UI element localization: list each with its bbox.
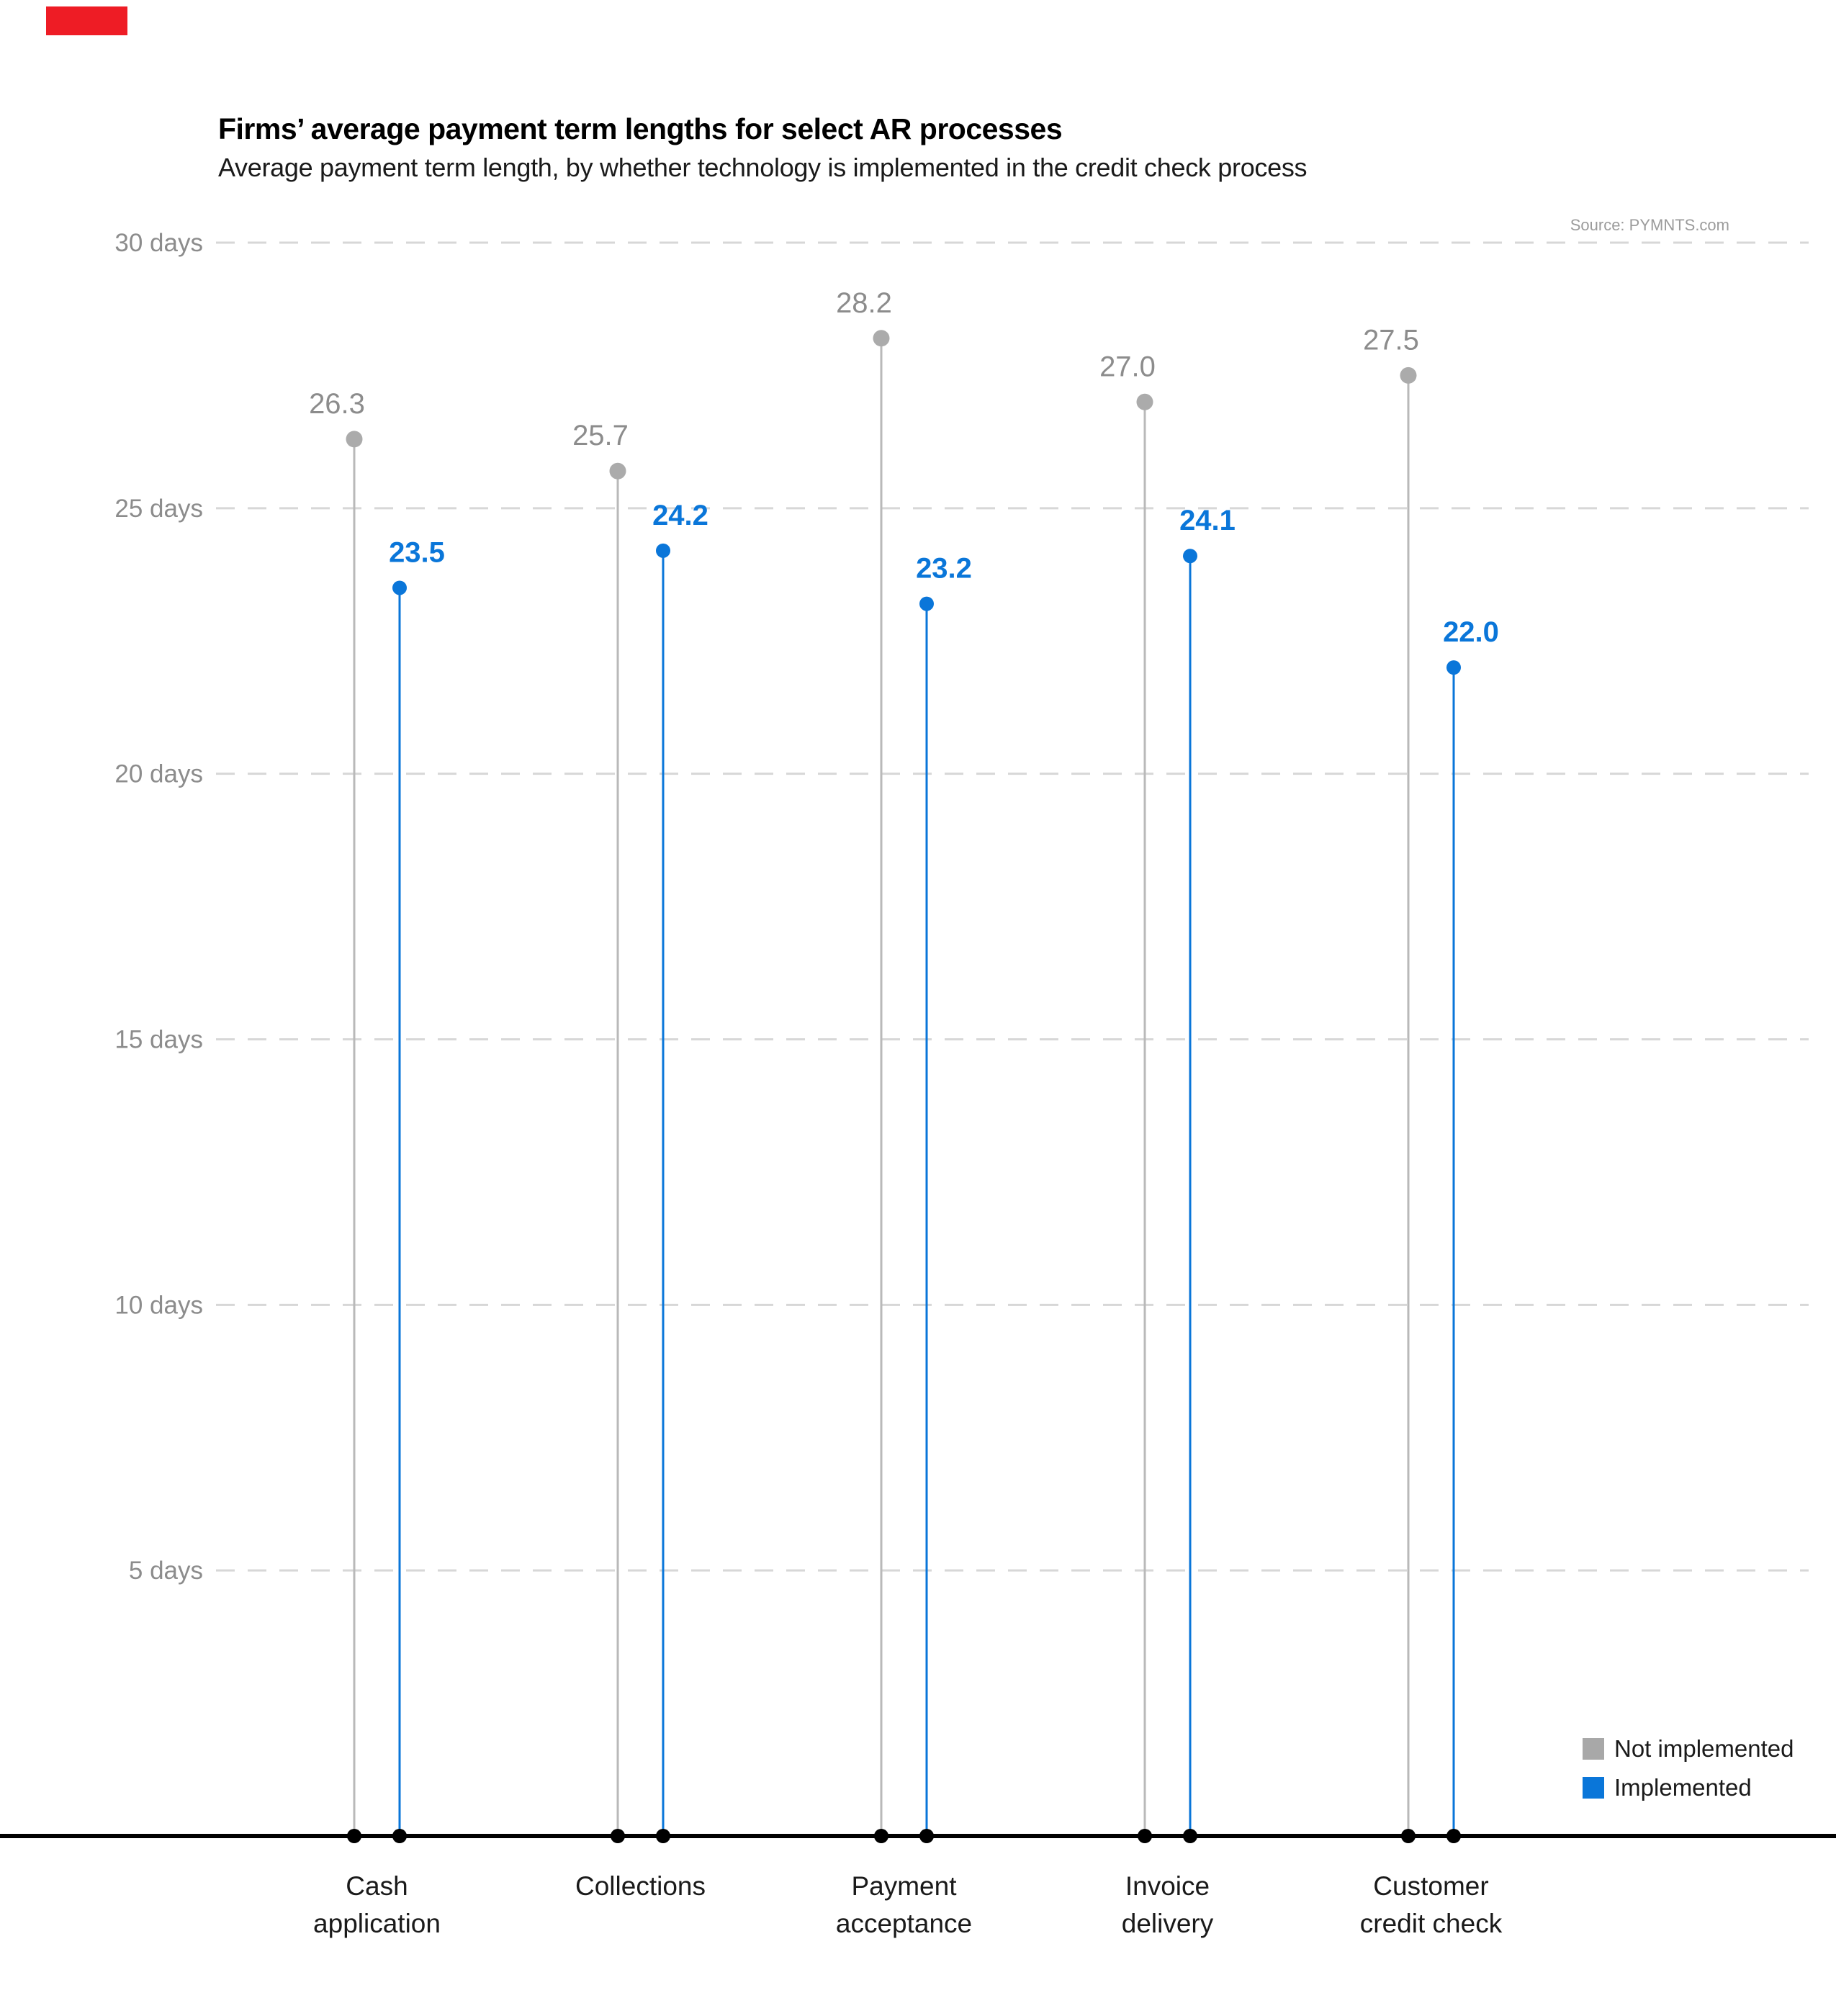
y-tick-label: 25 days [114, 495, 203, 523]
baseline-dot [1446, 1829, 1461, 1843]
legend-swatch-implemented [1583, 1777, 1604, 1799]
dot-implemented [1183, 549, 1197, 564]
category-label: delivery [1122, 1909, 1214, 1938]
brand-mark [46, 6, 127, 35]
dot-not-implemented [873, 330, 890, 347]
y-tick-label: 15 days [114, 1026, 203, 1054]
category-label: Collections [575, 1871, 706, 1901]
category-label: acceptance [836, 1909, 972, 1938]
dot-implemented [656, 543, 670, 558]
category-label: Customer [1373, 1871, 1488, 1901]
baseline-dot [656, 1829, 670, 1843]
category-label: credit check [1360, 1909, 1503, 1938]
value-label-implemented: 22.0 [1443, 616, 1499, 648]
value-label-implemented: 24.1 [1179, 505, 1236, 536]
value-label-not-implemented: 26.3 [309, 388, 365, 420]
y-tick-label: 20 days [114, 760, 203, 788]
dot-not-implemented [346, 431, 363, 448]
baseline-dot [874, 1829, 888, 1843]
legend-swatch-not-implemented [1583, 1738, 1604, 1760]
legend-item-label: Implemented [1614, 1774, 1752, 1801]
dot-not-implemented [1400, 366, 1417, 384]
legend-item-label: Not implemented [1614, 1735, 1794, 1762]
category-label: Payment [851, 1871, 957, 1901]
value-label-not-implemented: 27.5 [1363, 324, 1419, 356]
baseline-dot [1401, 1829, 1416, 1843]
dot-implemented [919, 596, 934, 611]
dot-implemented [392, 580, 407, 595]
value-label-implemented: 23.2 [916, 553, 972, 585]
source-note: Source: PYMNTS.com [1570, 216, 1729, 234]
y-tick-label: 30 days [114, 229, 203, 257]
dot-not-implemented [1136, 393, 1153, 410]
value-label-implemented: 24.2 [652, 500, 708, 531]
category-label: Cash [346, 1871, 408, 1901]
value-label-not-implemented: 27.0 [1099, 351, 1156, 382]
value-label-implemented: 23.5 [389, 536, 445, 568]
category-label: Invoice [1125, 1871, 1210, 1901]
baseline-dot [347, 1829, 361, 1843]
baseline-dot [392, 1829, 407, 1843]
dot-implemented [1446, 660, 1461, 675]
baseline-dot [919, 1829, 934, 1843]
baseline-dot [1138, 1829, 1152, 1843]
legend-item: Not implemented [1583, 1735, 1794, 1762]
y-tick-label: 10 days [114, 1291, 203, 1319]
baseline-dot [1183, 1829, 1197, 1843]
chart-subtitle: Average payment term length, by whether … [218, 153, 1308, 182]
y-tick-label: 5 days [129, 1557, 203, 1585]
value-label-not-implemented: 28.2 [836, 287, 892, 319]
legend: Not implemented Implemented [1583, 1735, 1794, 1801]
value-label-not-implemented: 25.7 [572, 420, 629, 451]
baseline-dot [611, 1829, 625, 1843]
legend-item: Implemented [1583, 1774, 1794, 1801]
category-label: application [313, 1909, 441, 1938]
dot-not-implemented [609, 462, 626, 480]
chart-title: Firms’ average payment term lengths for … [218, 112, 1063, 145]
